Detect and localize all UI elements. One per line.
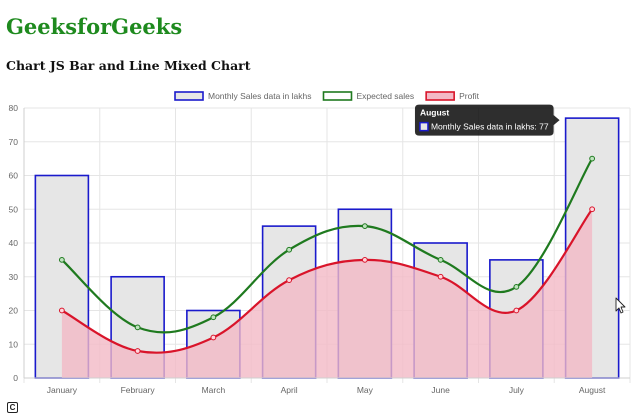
y-tick-label: 10	[9, 339, 19, 349]
profit-point[interactable]	[513, 307, 520, 314]
tooltip-swatch	[419, 121, 429, 132]
profit-point[interactable]	[437, 273, 444, 280]
x-tick-label: August	[579, 385, 606, 395]
line-series	[58, 155, 596, 334]
chart-tooltip: August Monthly Sales data in lakhs: 77	[414, 104, 560, 136]
chart-axes: 0 10 20 30 40 50 60 70 80 January February March Apr…	[9, 103, 630, 395]
profit-point[interactable]	[361, 256, 368, 263]
legend-swatch[interactable]	[322, 91, 353, 101]
legend-swatch[interactable]	[425, 91, 455, 101]
expected-sales-point[interactable]	[210, 314, 217, 321]
x-tick-label: May	[357, 385, 374, 395]
y-tick-label: 80	[9, 103, 19, 113]
cursor-arrow-icon	[615, 297, 626, 314]
legend-label[interactable]: Profit	[459, 91, 479, 101]
profit-point[interactable]	[134, 348, 141, 354]
mouse-pointer	[615, 297, 626, 314]
y-tick-label: 0	[13, 373, 18, 383]
y-tick-label: 70	[9, 137, 19, 147]
area-series	[58, 206, 596, 378]
legend-label[interactable]: Monthly Sales data in lakhs	[208, 91, 311, 101]
site-title: GeeksforGeeks	[6, 14, 183, 39]
legend-label[interactable]: Expected sales	[356, 91, 414, 101]
expected-sales-point[interactable]	[513, 283, 520, 290]
profit-point[interactable]	[589, 206, 596, 213]
tooltip-title: August	[420, 108, 449, 118]
y-tick-label: 30	[9, 272, 19, 282]
expected-sales-point[interactable]	[58, 256, 65, 263]
profit-point[interactable]	[58, 307, 65, 314]
legend-swatch[interactable]	[174, 91, 204, 101]
expected-sales-point[interactable]	[437, 256, 444, 263]
expected-sales-point[interactable]	[361, 223, 368, 230]
y-tick-label: 50	[9, 204, 19, 214]
expected-sales-point[interactable]	[589, 155, 596, 162]
expected-sales-point[interactable]	[286, 246, 293, 253]
tooltip-label: Monthly Sales data in lakhs: 77	[431, 122, 549, 132]
x-tick-label: April	[281, 385, 298, 395]
x-tick-label: June	[431, 385, 450, 395]
x-tick-label: January	[47, 385, 78, 395]
y-tick-label: 20	[9, 306, 19, 316]
tooltip-background	[414, 104, 560, 136]
x-tick-label: February	[121, 385, 156, 395]
copyright-icon: C	[7, 402, 18, 413]
tooltip-box: August Monthly Sales data in lakhs: 77	[414, 104, 560, 136]
y-tick-label: 60	[9, 171, 19, 181]
x-tick-label: March	[202, 385, 226, 395]
expected-sales-point[interactable]	[134, 324, 141, 331]
profit-area-fill	[61, 209, 593, 378]
y-tick-label: 40	[9, 238, 19, 248]
chart-legend[interactable]: Monthly Sales data in lakhs Expected sale…	[174, 91, 480, 101]
x-tick-label: July	[509, 385, 525, 395]
profit-point[interactable]	[210, 334, 217, 341]
profit-point[interactable]	[286, 277, 293, 284]
page-heading: Chart JS Bar and Line Mixed Chart	[6, 58, 251, 73]
